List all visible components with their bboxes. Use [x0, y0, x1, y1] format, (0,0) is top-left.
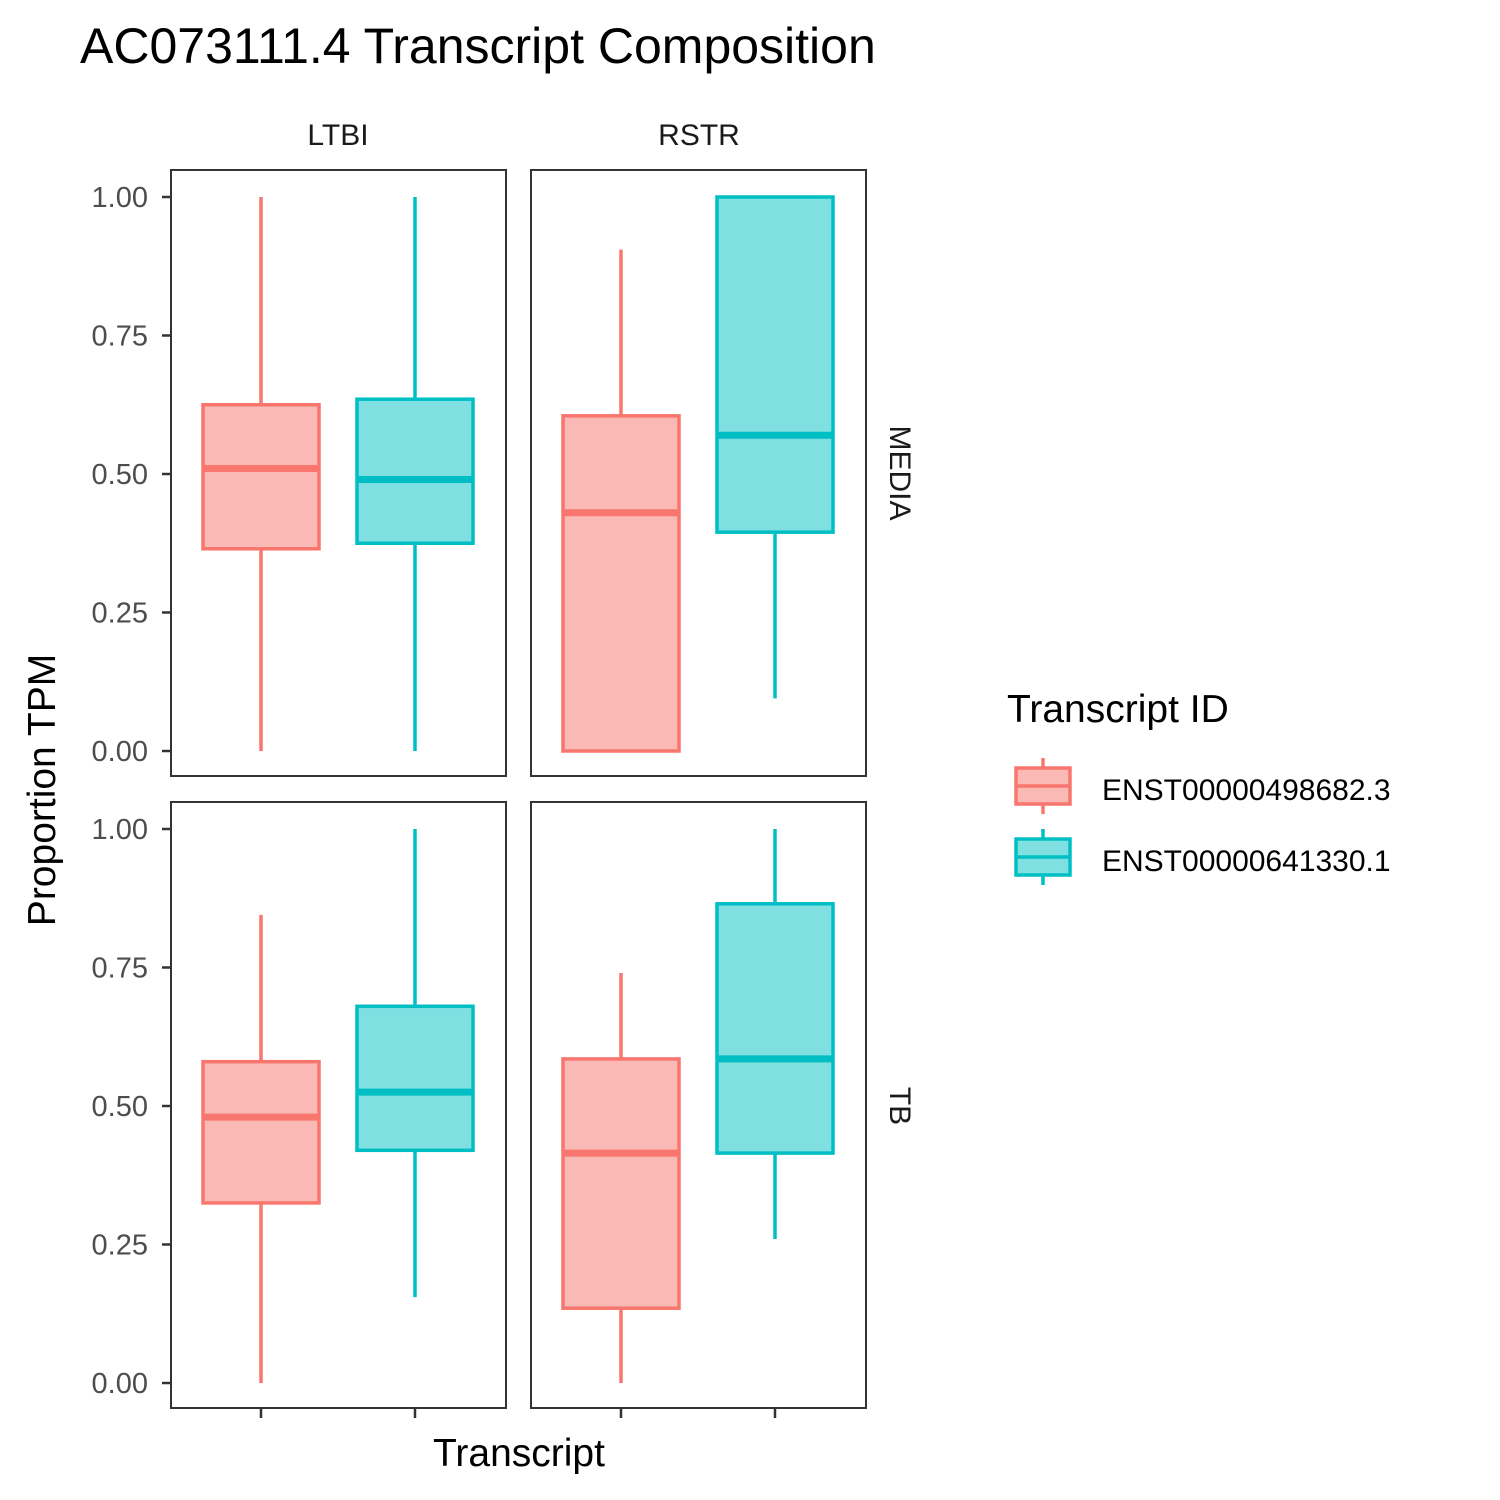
box-iqr — [201, 403, 321, 551]
box-2 — [355, 197, 475, 751]
box-1 — [201, 914, 321, 1383]
legend: Transcript ID ENST00000498682.3 ENST0000… — [1007, 688, 1391, 885]
legend-key-1 — [1014, 758, 1072, 814]
y-tick-label: 0.25 — [92, 598, 148, 630]
facet-strip-rstr: RSTR — [658, 119, 740, 152]
panel-ltbi-media — [170, 169, 507, 777]
box-iqr — [715, 195, 835, 534]
y-tick-label: 0.50 — [92, 1091, 148, 1123]
box-1 — [561, 249, 681, 753]
facet-strip-ltbi: LTBI — [307, 119, 368, 152]
chart-title: AC073111.4 Transcript Composition — [80, 18, 876, 74]
y-axis-title: Proportion TPM — [21, 654, 64, 926]
y-tick-label: 1.00 — [92, 182, 148, 214]
panel-rstr-tb — [530, 801, 867, 1409]
box-iqr — [561, 414, 681, 753]
legend-label-2: ENST00000641330.1 — [1102, 845, 1391, 878]
box-iqr — [355, 397, 475, 545]
box-iqr — [355, 1004, 475, 1153]
y-tick-label: 0.00 — [92, 736, 148, 768]
box-2 — [355, 829, 475, 1298]
box-iqr — [561, 1057, 681, 1310]
box-1 — [201, 197, 321, 751]
x-axis-title: Transcript — [433, 1432, 605, 1475]
y-tick-label: 0.75 — [92, 953, 148, 985]
facet-strip-media: MEDIA — [883, 425, 916, 520]
legend-title: Transcript ID — [1007, 688, 1229, 731]
y-tick-label: 0.25 — [92, 1230, 148, 1262]
y-tick-label: 0.50 — [92, 459, 148, 491]
legend-keys — [1014, 758, 1072, 885]
box-1 — [561, 973, 681, 1383]
box-iqr — [201, 1059, 321, 1205]
facet-strip-tb: TB — [883, 1087, 916, 1125]
panel-rstr-media — [530, 169, 867, 777]
panel-ltbi-tb — [170, 801, 507, 1409]
legend-key-2 — [1014, 829, 1072, 885]
y-tick-label: 0.75 — [92, 321, 148, 353]
box-2 — [715, 195, 835, 699]
legend-label-1: ENST00000498682.3 — [1102, 774, 1391, 807]
box-2 — [715, 829, 835, 1239]
box-iqr — [715, 902, 835, 1155]
y-tick-label: 0.00 — [92, 1368, 148, 1400]
panels-layer: 0.00 0.25 0.50 0.75 1.00 0.00 0.25 0.50 0.75 1.00 — [92, 169, 867, 1418]
y-tick-label: 1.00 — [92, 814, 148, 846]
